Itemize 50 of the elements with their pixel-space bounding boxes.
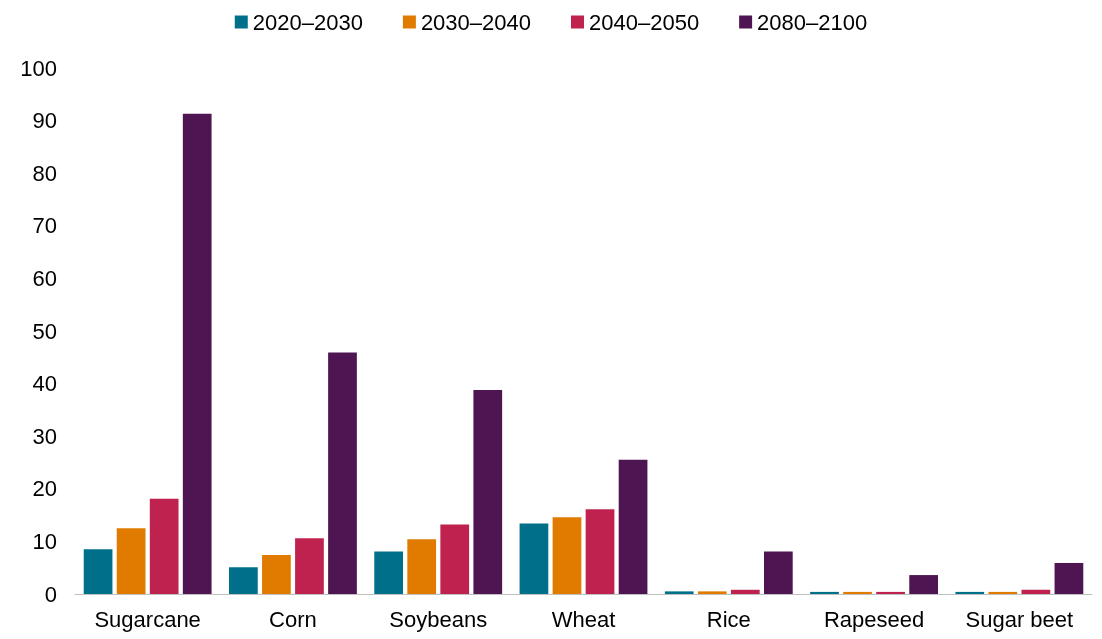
bar xyxy=(83,549,113,594)
bar xyxy=(664,591,694,594)
bar xyxy=(552,517,582,594)
x-tick-label: Rice xyxy=(706,606,751,632)
bar xyxy=(473,389,503,594)
x-tick-label: Corn xyxy=(269,606,317,632)
bar xyxy=(149,498,179,594)
bar xyxy=(229,567,258,594)
bar xyxy=(295,538,324,594)
bar xyxy=(374,551,404,594)
bar xyxy=(440,524,470,594)
bar xyxy=(763,551,793,594)
bar xyxy=(328,352,357,594)
x-tick-label: Wheat xyxy=(551,606,616,632)
y-tick-label: 30 xyxy=(32,423,57,449)
bar xyxy=(1021,589,1051,594)
x-tick-label: Rapeseed xyxy=(823,606,925,632)
y-tick-label: 10 xyxy=(32,528,57,554)
bar xyxy=(407,539,437,594)
y-tick-label: 60 xyxy=(32,265,57,291)
legend-label: 2030–2040 xyxy=(420,9,532,35)
y-tick-label: 90 xyxy=(32,108,57,134)
bar xyxy=(988,591,1018,594)
bar xyxy=(955,591,985,594)
y-tick-label: 50 xyxy=(32,318,57,344)
bar xyxy=(519,523,549,594)
bar xyxy=(182,113,212,594)
y-tick-label: 40 xyxy=(32,371,57,397)
bar xyxy=(697,591,727,594)
bar xyxy=(585,509,615,594)
x-tick-label: Sugarcane xyxy=(94,606,201,632)
y-tick-label: 20 xyxy=(32,476,57,502)
y-tick-label: 70 xyxy=(32,213,57,239)
bar xyxy=(876,591,905,594)
bar xyxy=(262,555,291,594)
bar xyxy=(810,591,839,594)
bar xyxy=(730,589,760,594)
bar xyxy=(843,591,872,594)
x-tick-label: Sugar beet xyxy=(965,606,1074,632)
legend-label: 2080–2100 xyxy=(757,9,868,35)
y-tick-label: 80 xyxy=(32,160,57,186)
y-tick-label: 100 xyxy=(20,55,57,81)
legend-label: 2040–2050 xyxy=(589,9,700,35)
y-tick-label: 0 xyxy=(44,581,57,607)
bar xyxy=(618,459,648,594)
legend-label: 2020–2030 xyxy=(252,9,363,35)
bar xyxy=(909,575,938,594)
bar xyxy=(1054,562,1084,594)
bar xyxy=(116,528,146,594)
x-tick-label: Soybeans xyxy=(389,606,488,632)
